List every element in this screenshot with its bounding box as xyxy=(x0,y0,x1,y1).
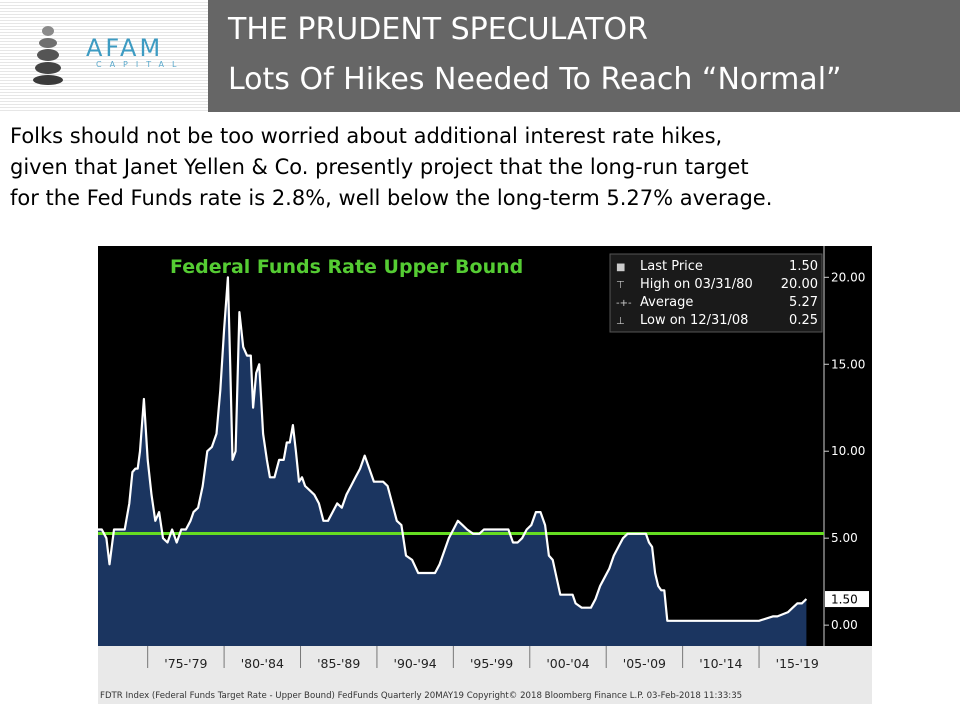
x-tick-label: '85-'89 xyxy=(317,656,360,671)
y-tick-label: 20.00 xyxy=(831,270,865,284)
x-tick-label: '10-'14 xyxy=(699,656,742,671)
intro-line: for the Fed Funds rate is 2.8%, well bel… xyxy=(10,186,773,210)
legend-label: Last Price xyxy=(640,259,703,274)
legend-label: Low on 12/31/08 xyxy=(640,313,748,328)
logo-subtitle: CAPITAL xyxy=(96,60,185,69)
last-price-label: 1.50 xyxy=(831,593,858,607)
legend-marker-icon: -+- xyxy=(616,298,632,309)
stacked-stones-icon xyxy=(33,26,63,85)
intro-line: given that Janet Yellen & Co. presently … xyxy=(10,155,749,179)
logo: AFAM CAPITAL xyxy=(0,0,208,112)
legend-value: 0.25 xyxy=(789,313,818,328)
fed-funds-chart: 20.00 15.00 10.00 5.00 0.00 '75-'79 '80-'84 '8… xyxy=(98,246,872,704)
legend-value: 5.27 xyxy=(789,295,818,310)
chart-footer: FDTR Index (Federal Funds Target Rate - … xyxy=(100,691,742,701)
y-tick-label: 10.00 xyxy=(831,444,865,458)
x-tick-label: '95-'99 xyxy=(470,656,513,671)
legend-marker-icon: ⊤ xyxy=(616,280,625,291)
x-tick-label: '80-'84 xyxy=(241,656,284,671)
y-tick-label: 0.00 xyxy=(831,618,858,632)
y-tick-label: 15.00 xyxy=(831,357,865,371)
chart-title: Federal Funds Rate Upper Bound xyxy=(170,256,523,278)
legend-marker-icon: ■ xyxy=(616,262,625,273)
footer-bar xyxy=(98,686,872,704)
legend-label: Average xyxy=(640,295,693,310)
legend-value: 1.50 xyxy=(789,259,818,274)
legend-box xyxy=(609,253,823,333)
x-tick-label: '05-'09 xyxy=(623,656,666,671)
slide-title: THE PRUDENT SPECULATOR xyxy=(228,12,648,47)
x-tick-label: '15-'19 xyxy=(776,656,819,671)
bottom-axis-panel xyxy=(98,646,872,686)
x-tick-label: '90-'94 xyxy=(394,656,437,671)
logo-name: AFAM xyxy=(86,34,164,62)
right-axis-panel xyxy=(824,246,872,646)
rate-line xyxy=(98,276,808,622)
x-tick-label: '00-'04 xyxy=(546,656,589,671)
rate-area xyxy=(98,277,807,646)
chart-legend: ■ Last Price 1.50 ⊤ High on 03/31/80 20.00 -+-… xyxy=(609,253,823,333)
x-tick-label: '75-'79 xyxy=(164,656,207,671)
header-banner: AFAM CAPITAL THE PRUDENT SPECULATOR Lots… xyxy=(0,0,960,112)
y-tick-label: 5.00 xyxy=(831,531,858,545)
legend-label: High on 03/31/80 xyxy=(640,277,753,292)
intro-line: Folks should not be too worried about ad… xyxy=(10,124,723,148)
intro-paragraph: Folks should not be too worried about ad… xyxy=(10,121,955,214)
legend-marker-icon: ⊥ xyxy=(616,316,625,327)
legend-value: 20.00 xyxy=(781,277,818,292)
last-price-box xyxy=(825,591,869,608)
slide-subtitle: Lots Of Hikes Needed To Reach “Normal” xyxy=(228,62,842,97)
